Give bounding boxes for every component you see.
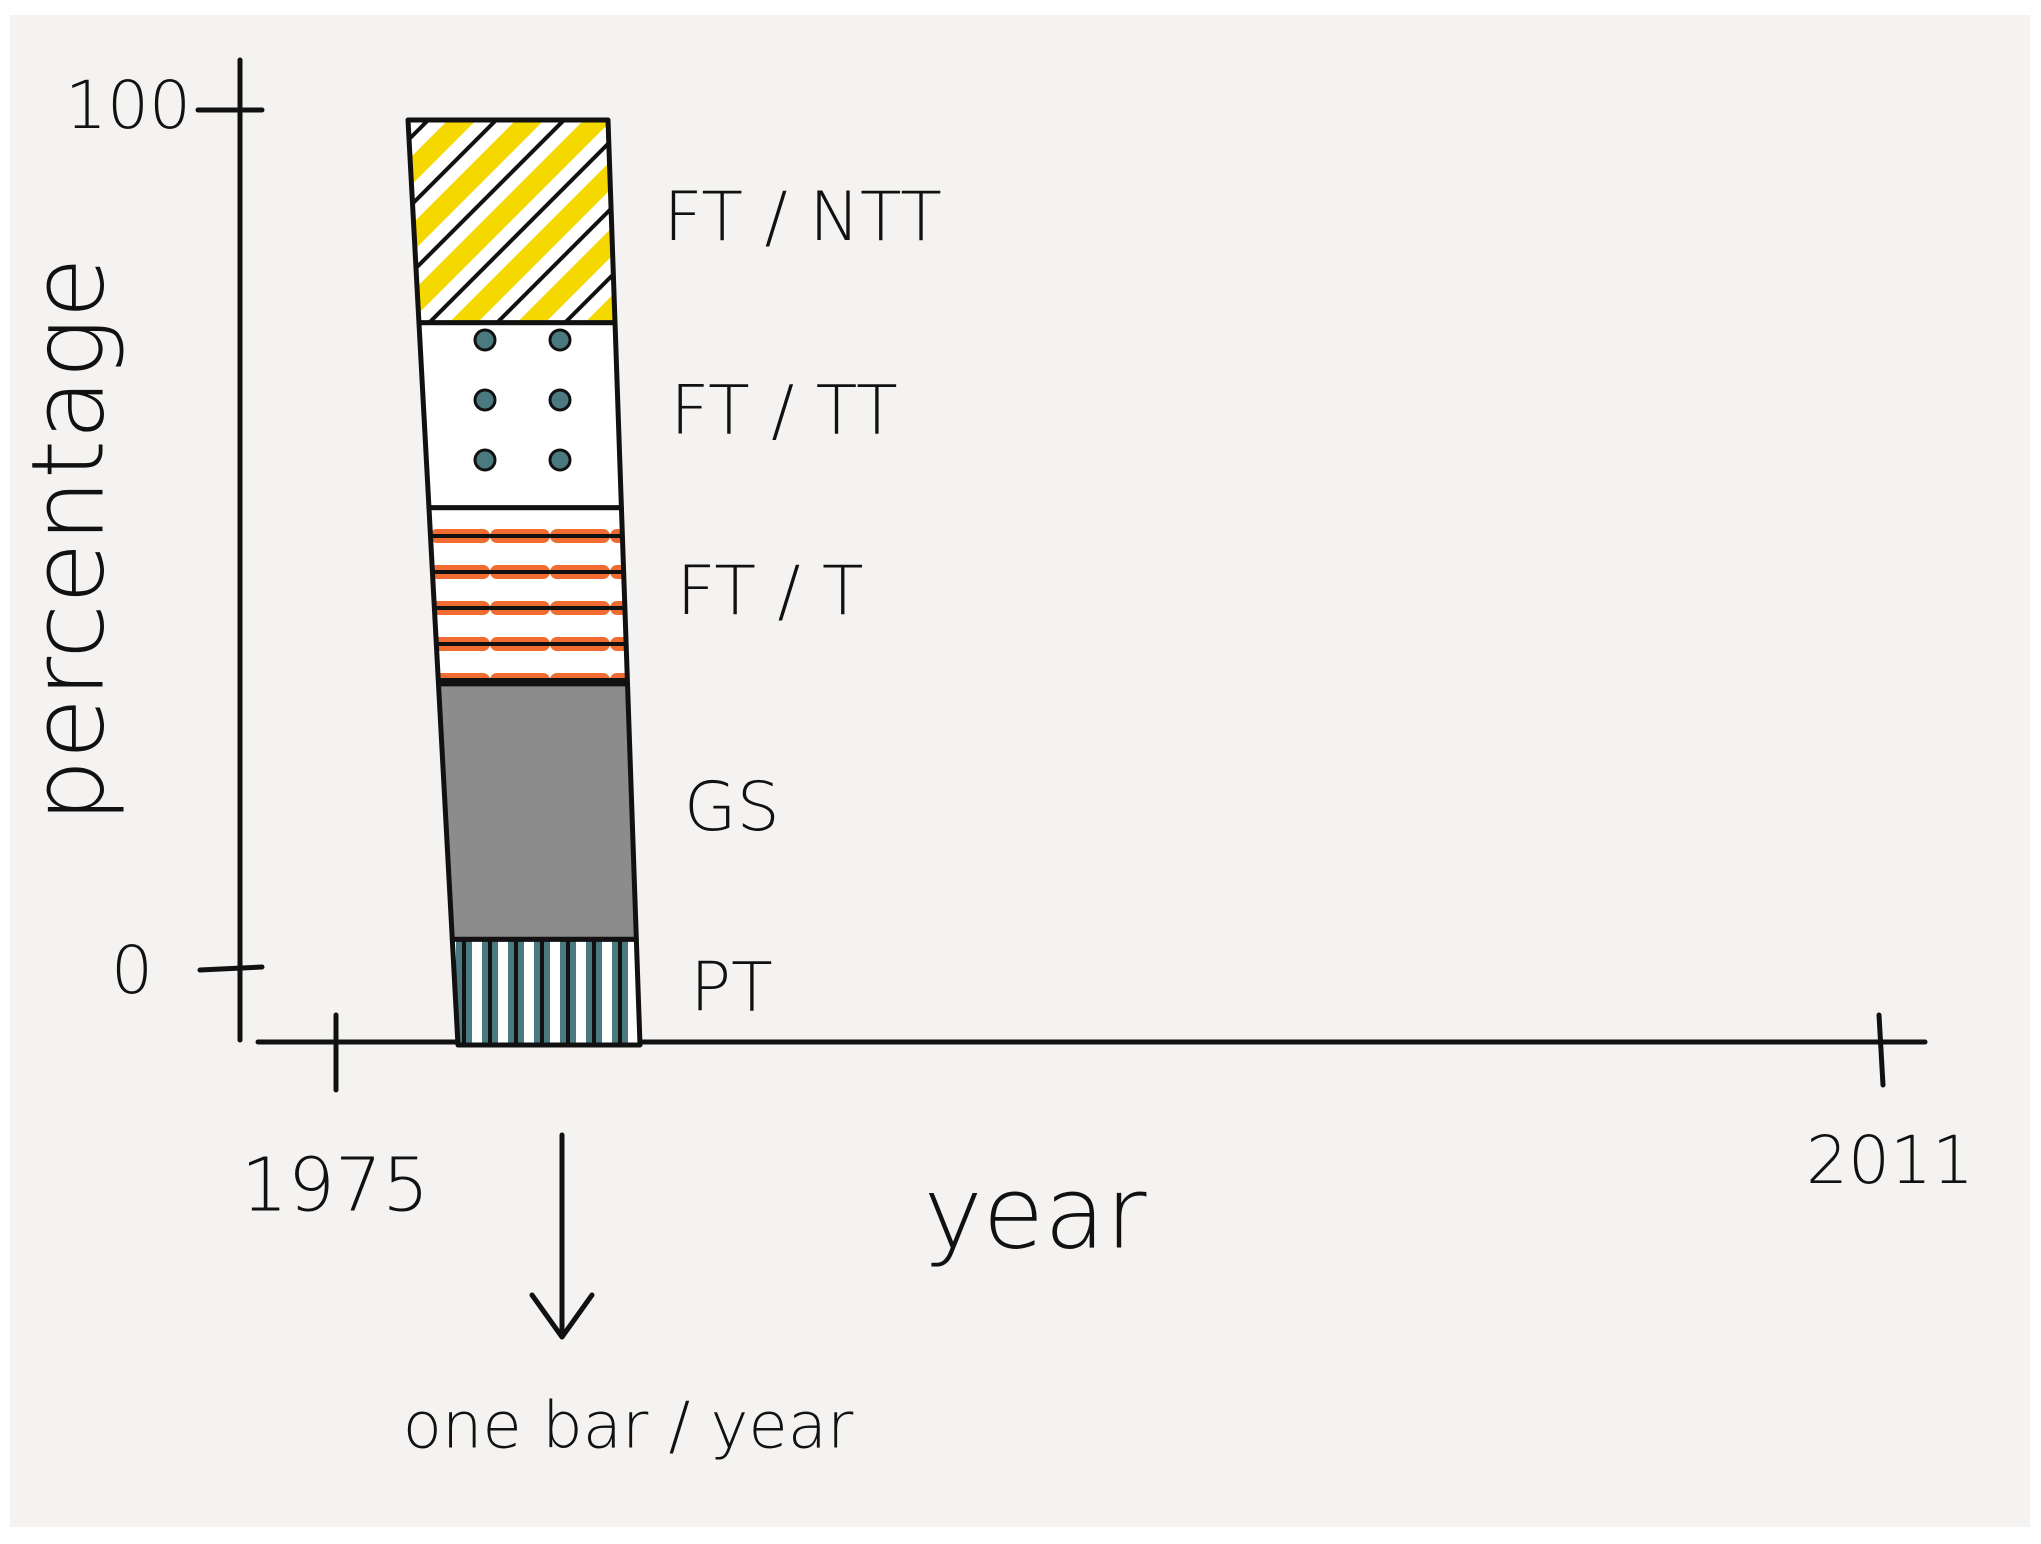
y-tick-0-mark — [197, 964, 265, 973]
stacked-bar-chart: PT GS FT / T FT / TT FT / NTT 100 0 1975 201… — [10, 57, 1974, 1464]
y-axis-label: percentage — [10, 257, 126, 823]
series-label-ft-ntt: FT / NTT — [664, 178, 942, 257]
x-axis-label: year — [923, 1154, 1147, 1271]
y-tick-label-100: 100 — [65, 67, 191, 144]
bar-segment-ft-t — [426, 505, 631, 687]
bar-segment-ft-tt — [416, 320, 624, 511]
y-tick-label-0: 0 — [111, 932, 153, 1009]
bar-segment-gs — [435, 681, 639, 942]
series-label-ft-tt: FT / TT — [670, 372, 897, 451]
annotation-one-bar-per-year: one bar / year — [403, 1390, 854, 1464]
x-tick-label-1975: 1975 — [241, 1143, 429, 1229]
bar-segment-pt — [449, 936, 643, 1048]
bar-segment-ft-ntt — [405, 117, 618, 326]
x-tick-2011-mark — [1876, 1012, 1886, 1088]
series-label-gs: GS — [684, 768, 780, 847]
series-labels: PT GS FT / T FT / TT FT / NTT — [664, 178, 942, 1028]
down-arrow-icon — [529, 1132, 595, 1340]
series-label-pt: PT — [690, 949, 773, 1028]
bar-group — [405, 117, 643, 1048]
chart-canvas: PT GS FT / T FT / TT FT / NTT 100 0 1975 201… — [10, 15, 2030, 1527]
x-tick-label-2011: 2011 — [1806, 1122, 1974, 1199]
series-label-ft-t: FT / T — [676, 552, 863, 631]
